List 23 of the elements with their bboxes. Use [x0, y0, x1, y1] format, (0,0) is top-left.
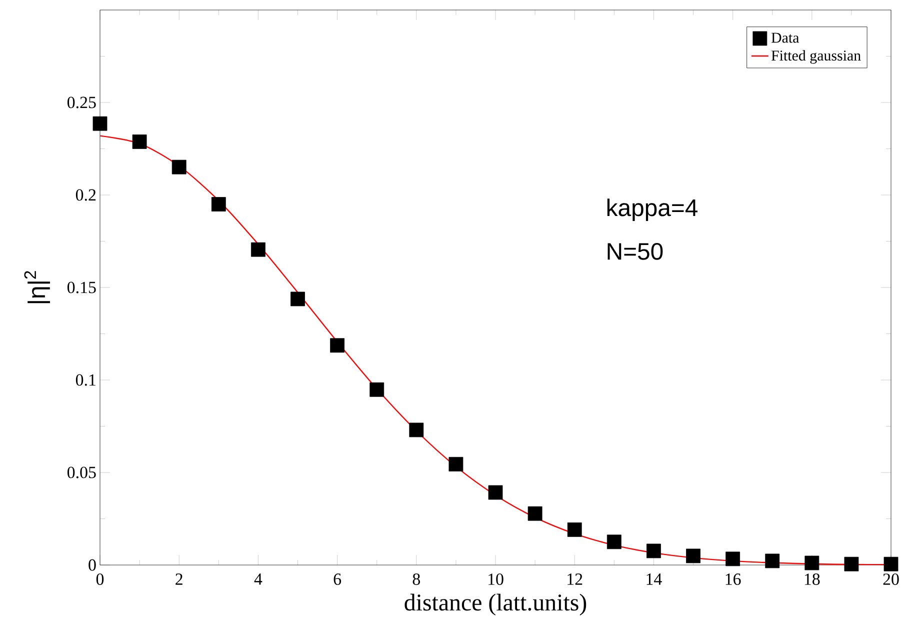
x-tick-label: 16 [726, 574, 741, 585]
y-tick-label: 0.2 [76, 189, 96, 201]
legend-label: Data [771, 32, 800, 43]
y-tick-label: 0.15 [67, 282, 96, 294]
x-tick-label: 4 [254, 574, 262, 585]
x-tick-label: 20 [883, 574, 899, 585]
x-tick-label: 12 [568, 574, 582, 585]
x-tick-label: 14 [646, 574, 662, 585]
y-axis-title: |η|$^{2}$ [24, 271, 50, 304]
legend-label: Fitted gaussian [771, 50, 861, 64]
x-tick-label: 8 [412, 574, 420, 585]
x-tick-label: 6 [334, 574, 342, 585]
y-tick-label: 0 [88, 559, 96, 571]
annotation: N=50 [608, 242, 663, 260]
x-tick-label: 0 [96, 574, 104, 585]
x-tick-label: 10 [488, 574, 504, 585]
x-tick-label: 2 [176, 574, 182, 585]
y-tick-label: 0.25 [67, 96, 96, 108]
annotation: kappa=4 [607, 198, 698, 221]
x-tick-label: 18 [804, 574, 820, 585]
y-tick-label: 0.05 [67, 466, 96, 478]
x-axis-title: distance (latt.units) [404, 594, 586, 616]
y-tick-label: 0.1 [76, 374, 96, 386]
